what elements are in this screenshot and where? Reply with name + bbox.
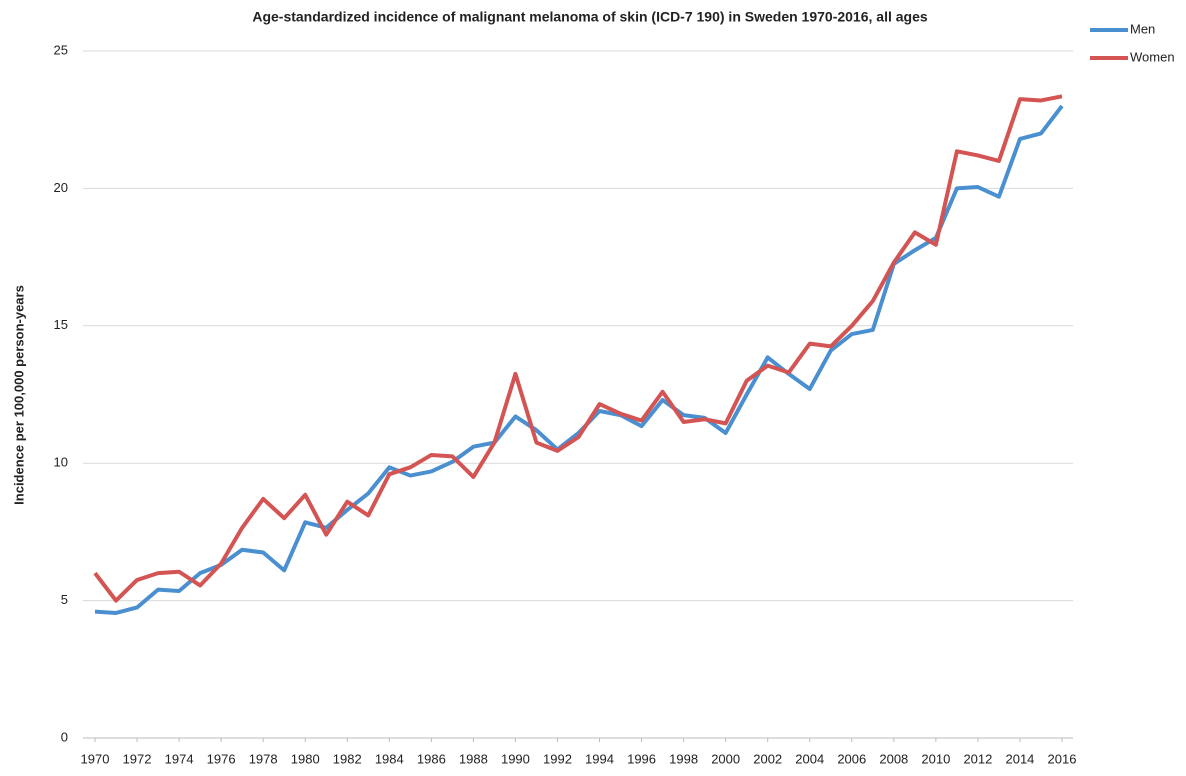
- x-tick-label: 1996: [627, 751, 656, 766]
- x-tick-label: 2008: [879, 751, 908, 766]
- series-line: [94, 104, 1064, 615]
- y-tick-label: 5: [61, 592, 68, 607]
- x-tick-label: 1982: [333, 751, 362, 766]
- y-tick-label: 0: [61, 729, 68, 744]
- x-tick-label: 1998: [669, 751, 698, 766]
- x-tick-label: 2010: [921, 751, 950, 766]
- x-tick-label: 2004: [795, 751, 824, 766]
- legend-label: Women: [1130, 49, 1175, 64]
- x-tick-label: 1976: [207, 751, 236, 766]
- y-axis-label: Incidence per 100,000 person-years: [11, 285, 26, 505]
- legend-label: Men: [1130, 21, 1155, 36]
- x-tick-label: 1986: [417, 751, 446, 766]
- chart-title: Age-standardized incidence of malignant …: [252, 9, 928, 25]
- x-tick-label: 1988: [459, 751, 488, 766]
- y-tick-label: 25: [54, 42, 68, 57]
- y-tick-label: 15: [54, 317, 68, 332]
- x-tick-label: 1972: [123, 751, 152, 766]
- x-tick-label: 1970: [81, 751, 110, 766]
- y-tick-label: 10: [54, 455, 68, 470]
- x-tick-label: 1992: [543, 751, 572, 766]
- x-tick-label: 1994: [585, 751, 614, 766]
- x-tick-label: 2012: [963, 751, 992, 766]
- x-tick-label: 1978: [249, 751, 278, 766]
- x-tick-label: 1990: [501, 751, 530, 766]
- x-tick-label: 1984: [375, 751, 404, 766]
- x-tick-label: 2016: [1048, 751, 1077, 766]
- series-line: [93, 94, 1063, 603]
- y-tick-label: 20: [54, 180, 68, 195]
- x-tick-label: 2000: [711, 751, 740, 766]
- x-tick-label: 2002: [753, 751, 782, 766]
- x-tick-label: 2006: [837, 751, 866, 766]
- x-tick-label: 1980: [291, 751, 320, 766]
- x-tick-label: 2014: [1005, 751, 1034, 766]
- x-tick-label: 1974: [165, 751, 194, 766]
